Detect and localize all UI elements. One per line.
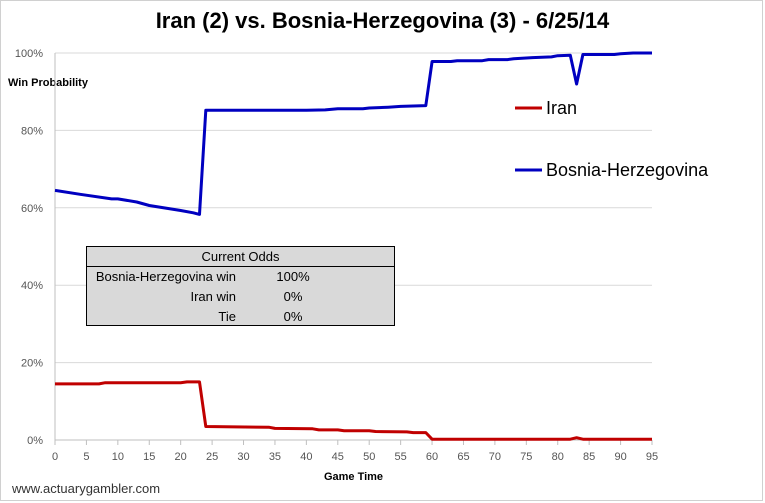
legend-label: Iran xyxy=(546,98,577,118)
odds-row-tie: Tie 0% xyxy=(87,307,394,327)
x-tick-label: 15 xyxy=(143,451,155,463)
x-tick-label: 20 xyxy=(175,451,187,463)
odds-row-label: Bosnia-Herzegovina win xyxy=(95,269,236,284)
legend-label: Bosnia-Herzegovina xyxy=(546,160,709,180)
series-line-bosnia-herzegovina xyxy=(54,51,652,216)
series-lines xyxy=(54,51,652,441)
legend: Iran Bosnia-Herzegovina xyxy=(515,98,709,180)
watermark: www.actuarygambler.com xyxy=(12,481,161,496)
y-axis-label: Win Probability xyxy=(8,77,88,89)
x-tick-label: 65 xyxy=(457,451,469,463)
y-tick-label: 40% xyxy=(21,280,43,292)
x-tick-label: 85 xyxy=(583,451,595,463)
odds-row-value: 100% xyxy=(276,269,310,284)
y-tick-label: 0% xyxy=(27,435,43,447)
odds-row-iran-win: Iran win 0% xyxy=(87,287,394,307)
y-tick-label: 80% xyxy=(21,125,43,137)
odds-row-label: Tie xyxy=(218,309,236,324)
x-tick-label: 10 xyxy=(112,451,124,463)
x-tick-label: 95 xyxy=(646,451,658,463)
x-tick-label: 55 xyxy=(395,451,407,463)
x-tick-label: 25 xyxy=(206,451,218,463)
odds-row-value: 0% xyxy=(283,309,303,324)
x-tick-label: 80 xyxy=(552,451,564,463)
x-tick-label: 60 xyxy=(426,451,438,463)
y-tick-label: 100% xyxy=(15,48,43,60)
x-axis-label: Game Time xyxy=(323,471,384,483)
x-tick-label: 70 xyxy=(489,451,501,463)
odds-row-value: 0% xyxy=(283,289,303,304)
chart-title: Iran (2) vs. Bosnia-Herzegovina (3) - 6/… xyxy=(155,8,610,33)
odds-row-bosnia-win: Bosnia-Herzegovina win 100% xyxy=(87,267,394,287)
x-tick-label: 35 xyxy=(269,451,281,463)
y-tick-label: 20% xyxy=(21,358,43,370)
x-tick-label: 75 xyxy=(520,451,532,463)
x-tick-label: 5 xyxy=(83,451,89,463)
x-tick-label: 30 xyxy=(237,451,249,463)
odds-table-header: Current Odds xyxy=(87,247,394,267)
series-line-iran xyxy=(55,380,652,441)
x-tick-label: 40 xyxy=(300,451,312,463)
current-odds-table: Current Odds Bosnia-Herzegovina win 100%… xyxy=(86,246,395,326)
x-tick-label: 50 xyxy=(363,451,375,463)
y-tick-label: 60% xyxy=(21,203,43,215)
x-tick-label: 90 xyxy=(614,451,626,463)
x-tick-label: 0 xyxy=(52,451,58,463)
x-tick-label: 45 xyxy=(332,451,344,463)
odds-row-label: Iran win xyxy=(190,289,236,304)
